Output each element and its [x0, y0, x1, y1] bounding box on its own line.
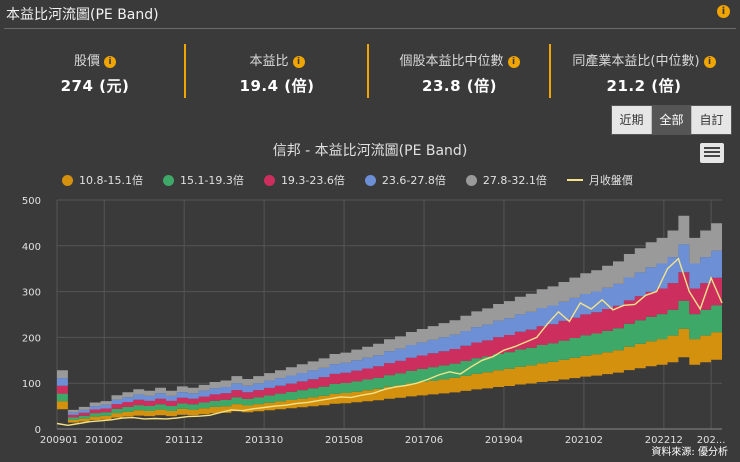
legend-item-band5[interactable]: 27.8-32.1倍	[465, 172, 547, 188]
stat-pe-value: 19.4 (倍)	[239, 77, 315, 95]
info-icon[interactable]: i	[292, 55, 305, 68]
legend-item-band3[interactable]: 19.3-23.6倍	[263, 172, 345, 188]
stats-bar: 股價 i 274 (元) 本益比 i 19.4 (倍) 個股本益比中位數 i 23.8…	[0, 40, 740, 100]
y-tick-label: 200	[22, 333, 41, 344]
stat-industry-pe: 同產業本益比(中位數) i 21.2 (倍)	[554, 40, 734, 100]
y-tick-label: 300	[22, 288, 41, 299]
divider	[184, 44, 186, 98]
legend-item-price[interactable]: 月收盤價	[566, 172, 633, 188]
x-tick-label: 201904	[485, 435, 523, 446]
stat-median-pe: 個股本益比中位數 i 23.8 (倍)	[372, 40, 547, 100]
divider	[367, 44, 369, 98]
stat-median-pe-label: 個股本益比中位數	[399, 54, 504, 69]
band-1-area	[57, 328, 722, 423]
page-title: 本益比河流圖(PE Band)	[6, 7, 159, 23]
stat-price-value: 274 (元)	[60, 77, 130, 95]
info-icon[interactable]: i	[703, 55, 716, 68]
price-line	[56, 257, 723, 427]
info-icon[interactable]: i	[717, 5, 730, 18]
x-tick-label: 202102	[565, 435, 603, 446]
stat-pe-label: 本益比	[249, 54, 289, 69]
legend-item-band2[interactable]: 15.1-19.3倍	[162, 172, 244, 188]
band-4-area	[57, 244, 722, 415]
stat-median-pe-value: 23.8 (倍)	[422, 77, 497, 95]
band-2-area	[57, 300, 722, 420]
x-tick-label: 201310	[245, 435, 283, 446]
source-note: 資料來源: 優分析	[651, 447, 728, 458]
stat-price-label: 股價	[73, 54, 100, 69]
band-5-area	[57, 215, 722, 413]
range-selector: 近期 全部 自訂	[611, 105, 732, 135]
stat-pe: 本益比 i 19.4 (倍)	[192, 40, 362, 100]
legend-item-band4[interactable]: 23.6-27.8倍	[364, 172, 446, 188]
x-tick-label: 200901	[40, 435, 78, 446]
chart-legend: 10.8-15.1倍 15.1-19.3倍 19.3-23.6倍 23.6-27…	[62, 172, 653, 188]
range-recent-button[interactable]: 近期	[612, 106, 652, 134]
y-tick-label: 100	[22, 379, 41, 390]
x-tick-label: 202212	[645, 435, 683, 446]
hamburger-menu-icon[interactable]	[700, 143, 724, 163]
divider	[549, 44, 551, 98]
range-custom-button[interactable]: 自訂	[692, 106, 731, 134]
x-tick-label: 201508	[325, 435, 363, 446]
y-tick-label: 500	[22, 196, 41, 207]
x-tick-label: 202...	[697, 435, 726, 446]
range-all-button[interactable]: 全部	[652, 106, 692, 134]
x-tick-label: 201706	[405, 435, 443, 446]
y-tick-label: 400	[22, 242, 41, 253]
x-tick-label: 201002	[85, 435, 123, 446]
pe-band-chart: 0 100 200 300 400 500 200901 201002 201112 201310…	[22, 196, 726, 446]
x-tick-label: 201112	[165, 435, 203, 446]
y-tick-label: 0	[35, 425, 41, 436]
header-divider	[4, 28, 736, 29]
info-icon[interactable]: i	[104, 55, 116, 68]
info-icon[interactable]: i	[507, 55, 520, 68]
chart-title: 信邦 - 本益比河流圖(PE Band)	[272, 143, 468, 159]
stat-industry-pe-value: 21.2 (倍)	[606, 77, 682, 95]
band-3-area	[57, 272, 722, 418]
stat-industry-pe-label: 同產業本益比(中位數)	[572, 54, 700, 69]
stat-price: 股價 i 274 (元)	[20, 40, 170, 100]
legend-item-band1[interactable]: 10.8-15.1倍	[62, 172, 143, 188]
